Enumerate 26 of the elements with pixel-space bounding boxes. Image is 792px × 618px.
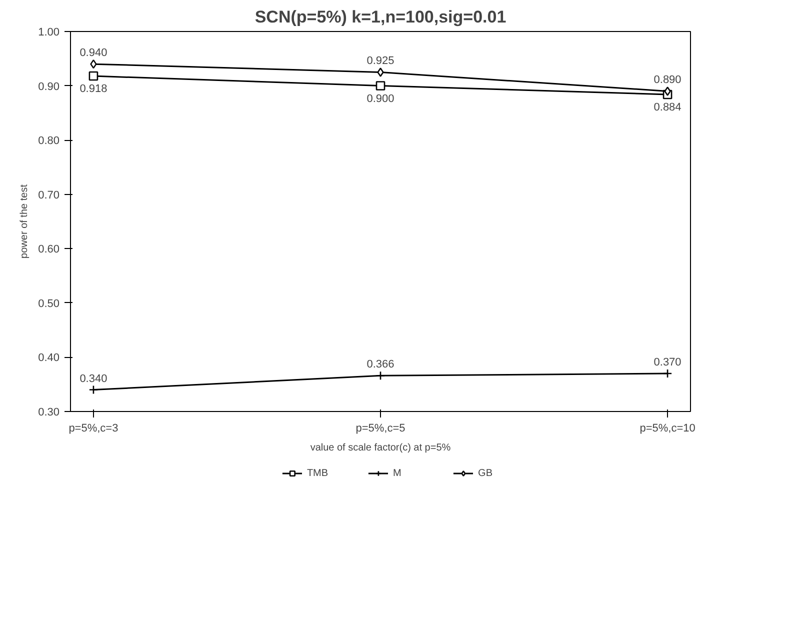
- data-label: 0.925: [366, 55, 394, 68]
- data-label: 0.340: [80, 372, 108, 385]
- legend-label: M: [393, 467, 402, 479]
- y-tick-label: 0.30: [38, 406, 60, 418]
- legend-label: TMB: [306, 467, 328, 479]
- data-label: 0.900: [366, 92, 394, 105]
- data-label: 0.366: [366, 358, 394, 371]
- legend-label: GB: [478, 467, 494, 479]
- x-tick-label: p=5%,c=5: [356, 422, 406, 434]
- data-label: 0.940: [80, 47, 108, 60]
- y-tick-label: 0.70: [38, 189, 60, 202]
- chart-title: SCN(p=5%) k=1,n=100,sig=0.01: [254, 8, 506, 26]
- data-label: 0.884: [654, 101, 682, 114]
- y-axis-title: power of the test: [19, 184, 30, 258]
- y-tick-label: 0.60: [38, 244, 60, 256]
- y-tick-label: 0.50: [38, 298, 60, 310]
- data-label: 0.370: [654, 356, 682, 368]
- data-label: 0.918: [80, 83, 108, 96]
- y-tick-label: 0.90: [38, 80, 60, 93]
- y-tick-label: 1.00: [38, 26, 60, 38]
- x-tick-label: p=5%,c=3: [68, 422, 118, 434]
- y-tick-label: 0.40: [38, 352, 60, 364]
- x-tick-label: p=5%,c=10: [640, 422, 696, 434]
- y-tick-label: 0.80: [38, 135, 60, 148]
- data-label: 0.890: [654, 74, 682, 86]
- x-axis-title: value of scale factor(c) at p=5%: [310, 442, 451, 454]
